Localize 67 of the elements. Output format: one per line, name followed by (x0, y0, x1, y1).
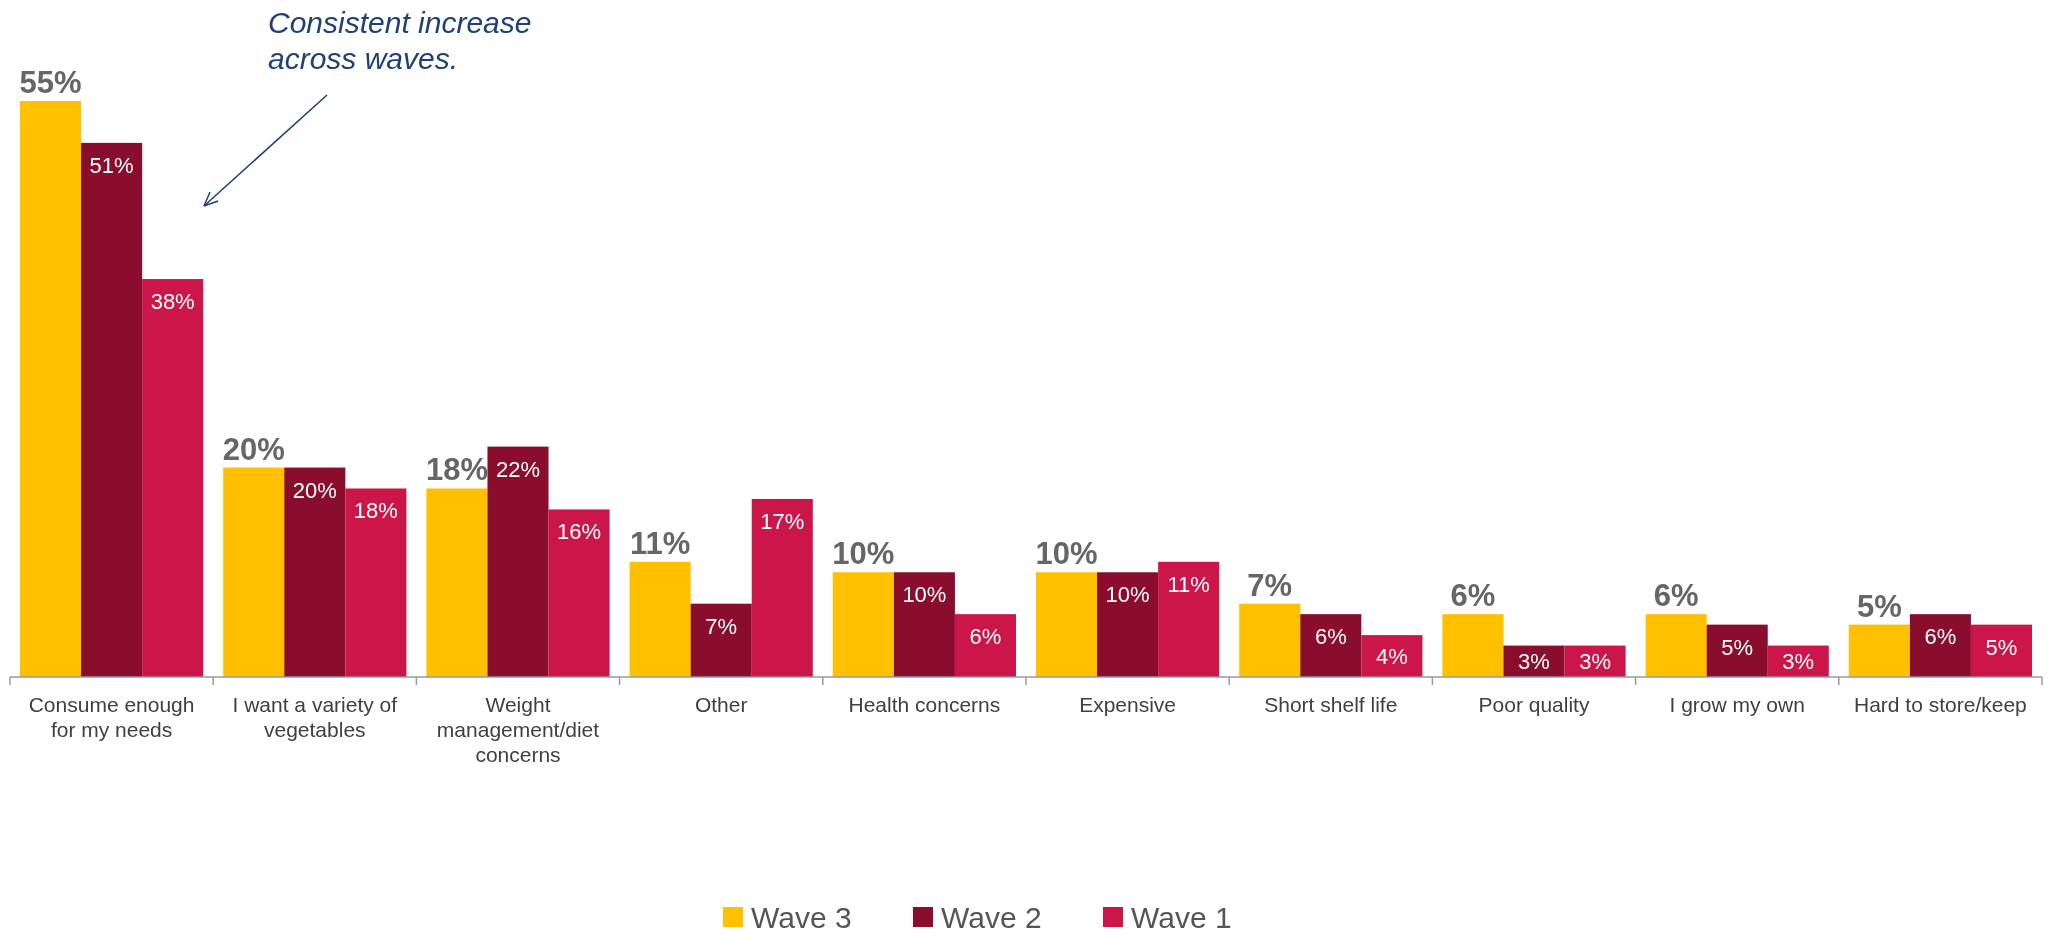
data-label: 5% (1856, 588, 1902, 624)
data-label: 6% (1653, 578, 1699, 614)
data-label: 4% (1375, 644, 1408, 670)
bar (426, 488, 488, 677)
bar (1239, 603, 1301, 677)
bar (690, 603, 752, 677)
data-label: 55% (19, 65, 82, 100)
data-label: 20% (292, 477, 337, 503)
x-tick-label: Other (694, 693, 748, 716)
data-label: 20% (222, 431, 285, 467)
data-label: 10% (832, 536, 895, 572)
data-label: 11% (1167, 571, 1210, 597)
text: Consistent increase across waves. (268, 6, 532, 75)
data-label: 10% (1105, 582, 1150, 608)
bar (1036, 572, 1098, 677)
legend-label: Wave 3 (751, 901, 852, 934)
legend-label: Wave 2 (941, 901, 1042, 934)
bar (751, 498, 813, 677)
x-tick-label: Poor quality (1478, 693, 1590, 716)
legend-label: Wave 1 (1131, 901, 1232, 934)
data-label: 11% (629, 525, 691, 561)
x-tick-label: Health concerns (848, 693, 1001, 716)
bar (142, 279, 204, 677)
data-label: 7% (1247, 567, 1293, 603)
data-label: 18% (353, 498, 398, 524)
x-tick-label: Weight management/diet concerns (436, 693, 600, 766)
bar (487, 446, 549, 677)
data-label: 5% (1985, 634, 2018, 660)
data-label: 6% (1314, 624, 1347, 650)
bar (629, 561, 691, 677)
data-label: 38% (150, 289, 195, 315)
data-label: 6% (1924, 624, 1957, 650)
x-tick-label: Hard to store/keep (1854, 693, 2027, 716)
bar (223, 467, 285, 677)
x-tick-label: Expensive (1079, 693, 1177, 716)
data-label: 3% (1782, 649, 1815, 675)
data-label: 5% (1721, 634, 1754, 660)
data-label: 6% (969, 624, 1002, 650)
bar (1848, 624, 1910, 677)
data-label: 10% (902, 582, 947, 608)
bar (893, 572, 955, 677)
data-label: 22% (495, 456, 541, 482)
data-label: 3% (1579, 649, 1611, 675)
bar (1442, 614, 1504, 677)
bar (1300, 614, 1362, 677)
data-label: 3% (1518, 649, 1550, 675)
bar (20, 101, 82, 677)
data-label: 16% (557, 519, 602, 545)
bar (1158, 561, 1220, 677)
data-label: 10% (1035, 536, 1098, 572)
data-label: 17% (760, 508, 805, 534)
x-tick-label: I grow my own (1669, 693, 1805, 716)
bar (548, 509, 610, 677)
x-tick-label: Short shelf life (1264, 693, 1398, 716)
data-label: 51% (89, 152, 134, 178)
bar (954, 614, 1016, 677)
bar (284, 467, 346, 677)
bar (1909, 614, 1971, 677)
bar (1645, 614, 1707, 677)
bar (81, 142, 143, 677)
bar (1097, 572, 1159, 677)
bar (832, 572, 894, 677)
data-label: 6% (1450, 578, 1496, 614)
x-tick-label: Consume enough for my needs (28, 693, 195, 741)
bar (345, 488, 407, 677)
data-label: 7% (705, 613, 738, 639)
x-tick-label: I want a variety of vegetables (232, 693, 398, 741)
